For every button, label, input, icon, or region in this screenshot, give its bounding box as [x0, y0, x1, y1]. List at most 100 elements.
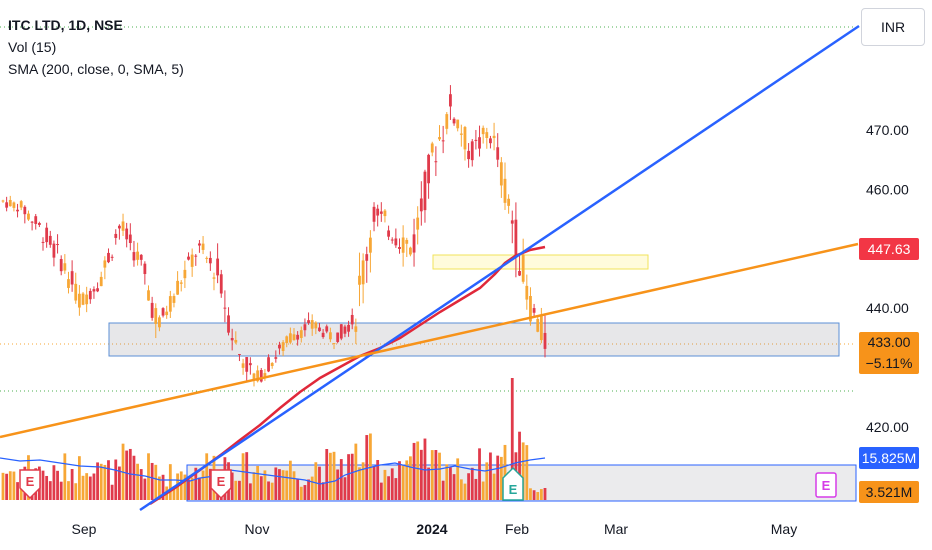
- candle-body: [34, 216, 38, 224]
- volume-bar: [45, 475, 49, 500]
- volume-bar: [518, 431, 521, 500]
- candle-body: [536, 318, 540, 332]
- time-tick-label: Nov: [245, 521, 270, 537]
- candle-body: [463, 127, 467, 150]
- volume-bar: [99, 463, 103, 500]
- volume-bar: [430, 450, 434, 500]
- candle-body: [478, 137, 481, 149]
- candle-body: [132, 252, 136, 261]
- volume-bar: [390, 468, 394, 500]
- candle-body: [190, 254, 194, 267]
- volume-bar: [328, 452, 332, 500]
- volume-bar: [59, 481, 63, 500]
- candle-body: [227, 315, 230, 333]
- volume-bar: [536, 492, 540, 500]
- volume-bar: [481, 481, 485, 500]
- volume-bar: [238, 480, 241, 500]
- symbol-title[interactable]: ITC LTD, 1D, NSE: [8, 17, 123, 33]
- time-tick-label: 2024: [416, 521, 447, 537]
- candle-body: [467, 150, 471, 160]
- candle-body: [107, 252, 110, 263]
- price-tick-label: 460.00: [866, 181, 909, 197]
- candle-body: [67, 279, 70, 288]
- volume-bar: [292, 471, 296, 500]
- candle-body: [256, 370, 260, 382]
- volume-bar: [438, 452, 441, 500]
- time-axis[interactable]: Sep Nov 2024 Feb Mar May: [72, 521, 798, 537]
- time-tick-label: Sep: [72, 521, 97, 537]
- candle-body: [354, 326, 358, 332]
- volume-bar: [474, 478, 478, 500]
- candle-body: [183, 269, 187, 279]
- time-tick-label: May: [771, 521, 797, 537]
- volume-bar: [12, 471, 16, 500]
- volume-indicator-label[interactable]: Vol (15): [8, 39, 57, 55]
- volume-bar: [409, 456, 412, 500]
- candle-body: [110, 256, 114, 258]
- volume-bar: [132, 455, 136, 500]
- candle-body: [387, 230, 390, 237]
- currency-label[interactable]: INR: [861, 8, 925, 46]
- volume-bar: [48, 481, 52, 500]
- volume-bar: [267, 481, 270, 500]
- candle-body: [383, 210, 387, 217]
- volume-bar: [434, 450, 438, 500]
- volume-bar: [187, 479, 190, 500]
- candle-body: [427, 154, 430, 184]
- candle-body: [139, 254, 143, 260]
- candle-body: [361, 260, 365, 285]
- candle-body: [23, 206, 27, 215]
- price-tick-label: 470.00: [866, 122, 909, 138]
- earnings-marker: E: [815, 472, 837, 498]
- volume-bar: [310, 476, 314, 500]
- candle-body: [150, 302, 154, 318]
- volume-bar: [110, 484, 114, 500]
- candle-body: [92, 289, 96, 292]
- candle-body: [147, 290, 150, 301]
- volume-bar: [259, 476, 263, 500]
- volume-bar: [543, 488, 547, 500]
- candle-body: [5, 202, 9, 208]
- candle-body: [372, 206, 376, 222]
- candle-body: [154, 308, 158, 324]
- volume-bar: [496, 455, 500, 500]
- volume-bar: [361, 462, 365, 500]
- candle-body: [492, 135, 496, 139]
- sma-indicator-label[interactable]: SMA (200, close, 0, SMA, 5): [8, 61, 184, 77]
- earnings-markers[interactable]: E E E E: [19, 466, 837, 501]
- candle-body: [307, 320, 310, 323]
- candle-body: [332, 343, 336, 345]
- volume-bar: [339, 459, 343, 500]
- candle-body: [339, 324, 343, 339]
- volume-bar: [88, 476, 92, 500]
- svg-text:E: E: [26, 474, 35, 489]
- candle-body: [390, 239, 394, 241]
- candle-body: [168, 296, 172, 312]
- candle-body: [325, 326, 329, 332]
- candle-body: [19, 201, 23, 208]
- trendline-blue[interactable]: [139, 24, 860, 512]
- volume-bar: [459, 479, 463, 500]
- support-zone[interactable]: [108, 322, 840, 357]
- trendline-orange[interactable]: [0, 242, 859, 439]
- volume-tag: 3.521M: [859, 481, 919, 503]
- candle-body: [252, 373, 256, 380]
- volume-bar: [118, 466, 121, 500]
- candle-body: [161, 308, 165, 316]
- change-percent-tag: −5.11%: [859, 352, 919, 374]
- candle-body: [365, 254, 369, 261]
- candle-body: [103, 260, 107, 268]
- candle-body: [59, 259, 63, 272]
- candle-body: [401, 237, 405, 253]
- volume-bar: [194, 467, 198, 500]
- volume-bar: [398, 461, 401, 500]
- volume-bar: [285, 470, 289, 500]
- volume-bar: [81, 475, 85, 500]
- resistance-zone[interactable]: [432, 254, 649, 270]
- volume-bar: [521, 442, 525, 500]
- candle-body: [496, 147, 500, 160]
- candle-body: [514, 219, 518, 258]
- candle-body: [288, 333, 292, 343]
